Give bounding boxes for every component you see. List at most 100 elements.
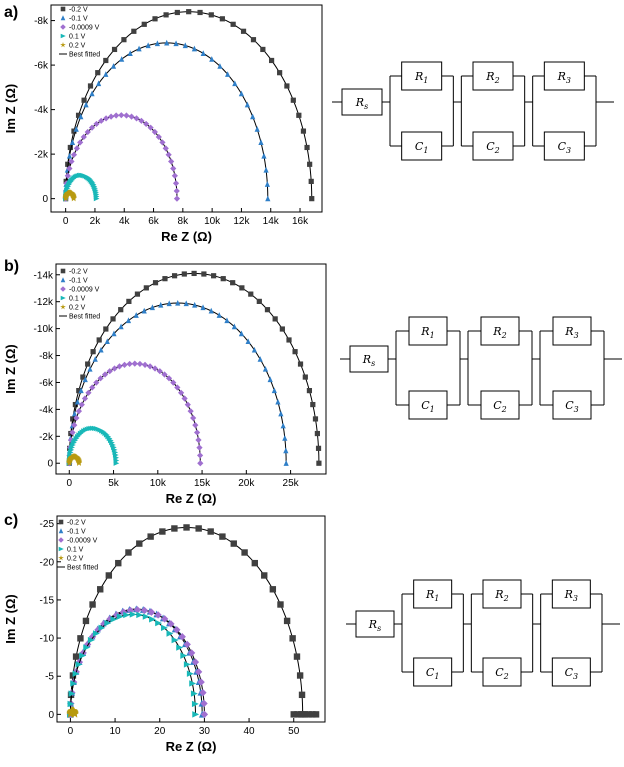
data-point xyxy=(241,549,248,556)
data-point xyxy=(298,691,306,699)
data-point xyxy=(155,133,162,141)
data-point xyxy=(231,323,237,330)
data-point xyxy=(70,680,78,687)
data-point xyxy=(155,619,163,627)
data-point xyxy=(181,271,187,277)
data-point xyxy=(142,613,150,620)
x-tick-label: 4k xyxy=(119,216,131,227)
data-point xyxy=(140,606,149,615)
data-point xyxy=(126,298,132,304)
data-point xyxy=(200,710,209,719)
data-point xyxy=(316,460,322,466)
data-point xyxy=(191,270,197,277)
data-point xyxy=(173,195,181,202)
data-point xyxy=(111,46,118,53)
data-point xyxy=(275,398,281,405)
data-point xyxy=(95,70,101,76)
data-point xyxy=(262,365,269,372)
data-point xyxy=(113,460,120,466)
data-point xyxy=(304,144,310,151)
data-point xyxy=(211,273,217,279)
y-axis-title: Im Z (Ω) xyxy=(3,84,18,133)
data-point xyxy=(168,158,175,165)
data-point xyxy=(74,398,81,405)
data-point xyxy=(134,291,141,297)
data-point xyxy=(171,636,179,644)
data-point xyxy=(292,349,298,355)
data-point xyxy=(296,672,304,679)
data-point xyxy=(219,16,225,22)
legend-marker xyxy=(58,555,64,561)
data-point xyxy=(248,291,254,297)
data-point xyxy=(187,408,194,415)
data-point xyxy=(83,640,92,649)
y-tick-label: -2k xyxy=(39,432,54,443)
resistor-2 xyxy=(472,61,514,91)
data-point xyxy=(162,145,169,152)
data-point xyxy=(193,429,201,436)
data-point xyxy=(73,126,79,132)
data-point xyxy=(289,635,296,642)
data-point xyxy=(195,525,202,532)
data-point xyxy=(97,586,104,593)
data-point xyxy=(90,349,96,355)
data-point xyxy=(309,196,315,202)
data-point xyxy=(78,401,85,408)
y-tick-label: -6k xyxy=(34,61,49,72)
data-point xyxy=(230,21,236,27)
data-point xyxy=(111,365,118,372)
data-point xyxy=(216,312,222,318)
fit-line--0.1 V xyxy=(65,42,269,199)
rs-resistor xyxy=(349,345,389,373)
data-point xyxy=(260,46,266,53)
data-point xyxy=(75,112,82,118)
data-point xyxy=(312,711,320,718)
legend-label: 0.1 V xyxy=(69,296,86,303)
data-point xyxy=(171,172,178,179)
data-point xyxy=(87,636,95,644)
data-point xyxy=(217,63,223,69)
data-point xyxy=(126,360,133,368)
data-point xyxy=(277,601,284,608)
data-point xyxy=(173,187,180,195)
legend-marker xyxy=(60,304,66,310)
data-point xyxy=(102,115,110,122)
data-point xyxy=(181,395,188,402)
y-tick-label: -20 xyxy=(40,557,55,568)
fit-line--0.0009 V xyxy=(68,363,201,464)
data-point xyxy=(154,40,160,47)
data-point xyxy=(145,42,151,49)
y-tick-label: -4k xyxy=(39,405,54,416)
legend-marker xyxy=(60,295,66,301)
data-point xyxy=(156,368,163,375)
x-axis-title: Re Z (Ω) xyxy=(166,491,217,506)
fit-line--0.1 V xyxy=(68,302,287,464)
y-tick-label: -10 xyxy=(40,634,55,645)
data-point xyxy=(197,9,203,16)
data-point xyxy=(220,276,226,282)
data-point xyxy=(286,337,292,343)
data-point xyxy=(173,40,179,47)
y-tick-label: -12k xyxy=(34,297,54,308)
legend-marker xyxy=(60,268,66,274)
data-point xyxy=(277,70,283,76)
data-point xyxy=(81,395,89,402)
data-point xyxy=(261,572,268,579)
data-point xyxy=(68,690,76,697)
plot-frame-1 xyxy=(55,263,327,475)
data-point xyxy=(278,410,284,417)
data-point xyxy=(183,640,191,649)
data-point xyxy=(250,37,257,43)
data-point xyxy=(87,365,93,372)
data-point xyxy=(69,429,76,436)
data-point xyxy=(297,711,305,718)
data-point xyxy=(183,300,189,307)
data-point xyxy=(119,56,125,62)
data-point xyxy=(149,304,156,311)
data-point xyxy=(106,368,113,375)
data-point xyxy=(110,616,118,623)
data-point xyxy=(158,301,164,308)
data-point xyxy=(72,670,80,677)
data-point xyxy=(126,606,135,615)
data-point xyxy=(89,90,95,97)
